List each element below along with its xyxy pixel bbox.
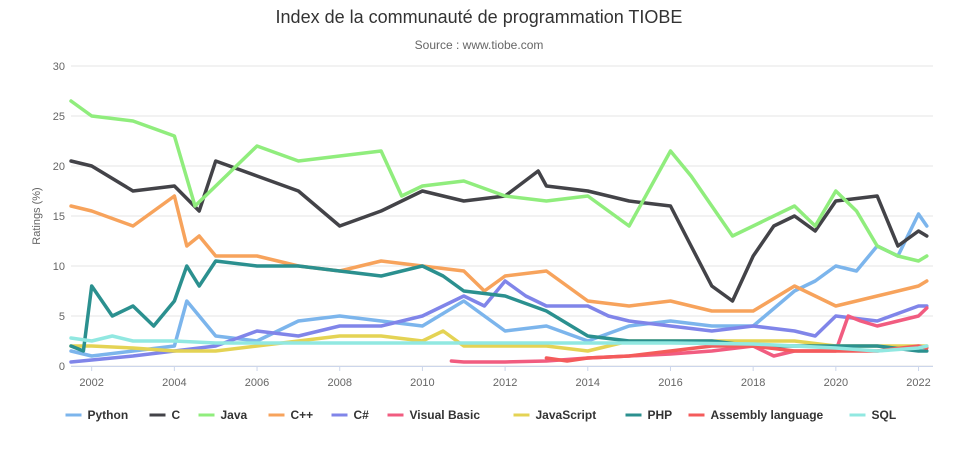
legend: Python C Java C++ C# Visual Basic JavaScript PH…	[65, 408, 897, 422]
legend-item-c-[interactable]: C#	[331, 408, 370, 422]
legend-label: Assembly language	[711, 408, 824, 422]
legend-item-c-[interactable]: C++	[268, 408, 314, 422]
series-line-php[interactable]	[69, 259, 929, 353]
x-tick-label: 2020	[824, 377, 848, 389]
y-tick-label: 20	[53, 161, 65, 173]
chart-title: Index de la communauté de programmation …	[276, 7, 683, 27]
legend-item-python[interactable]: Python	[65, 408, 129, 422]
legend-label: SQL	[872, 408, 897, 422]
x-tick-label: 2004	[162, 377, 186, 389]
legend-label: Visual Basic	[410, 408, 481, 422]
x-tick-label: 2006	[245, 377, 269, 389]
y-tick-label: 10	[53, 261, 65, 273]
x-tick-label: 2008	[327, 377, 351, 389]
legend-item-sql[interactable]: SQL	[849, 408, 897, 422]
legend-label: PHP	[648, 408, 673, 422]
y-tick-label: 0	[59, 361, 65, 373]
y-axis-label: Ratings (%)	[31, 187, 43, 244]
y-tick-label: 5	[59, 311, 65, 323]
legend-item-java[interactable]: Java	[198, 408, 248, 422]
legend-label: C	[172, 408, 181, 422]
legend-label: Java	[221, 408, 248, 422]
legend-label: JavaScript	[536, 408, 597, 422]
legend-label: Python	[88, 408, 129, 422]
series-line-c-[interactable]	[69, 279, 929, 364]
x-tick-label: 2022	[906, 377, 930, 389]
legend-label: C++	[291, 408, 314, 422]
legend-item-javascript[interactable]: JavaScript	[513, 408, 597, 422]
series-line-java[interactable]	[69, 99, 929, 263]
series-line-visual-basic[interactable]	[449, 306, 929, 364]
series-line-python[interactable]	[69, 212, 929, 358]
x-tick-label: 2014	[576, 377, 600, 389]
series-line-javascript[interactable]	[69, 329, 929, 353]
series-line-sql[interactable]	[69, 334, 929, 353]
legend-item-c[interactable]: C	[149, 408, 181, 422]
y-tick-label: 30	[53, 61, 65, 73]
x-tick-label: 2016	[658, 377, 682, 389]
legend-label: C#	[354, 408, 370, 422]
series-line-c[interactable]	[69, 159, 929, 303]
y-tick-label: 25	[53, 111, 65, 123]
legend-item-assembly-language[interactable]: Assembly language	[688, 408, 824, 422]
x-axis-ticks: 2002 2004 2006 2008 2010 2012 2014 2016 2018 2020…	[79, 366, 931, 389]
y-tick-label: 15	[53, 211, 65, 223]
x-tick-label: 2012	[493, 377, 517, 389]
legend-item-php[interactable]: PHP	[625, 408, 673, 422]
x-tick-label: 2002	[79, 377, 103, 389]
chart-subtitle: Source : www.tiobe.com	[415, 38, 544, 52]
series-layer	[69, 99, 929, 364]
legend-item-visual-basic[interactable]: Visual Basic	[387, 408, 481, 422]
x-tick-label: 2010	[410, 377, 434, 389]
y-axis-ticks: 0 5 10 15 20 25 30	[53, 61, 65, 373]
series-line-c-[interactable]	[69, 194, 929, 313]
x-tick-label: 2018	[741, 377, 765, 389]
